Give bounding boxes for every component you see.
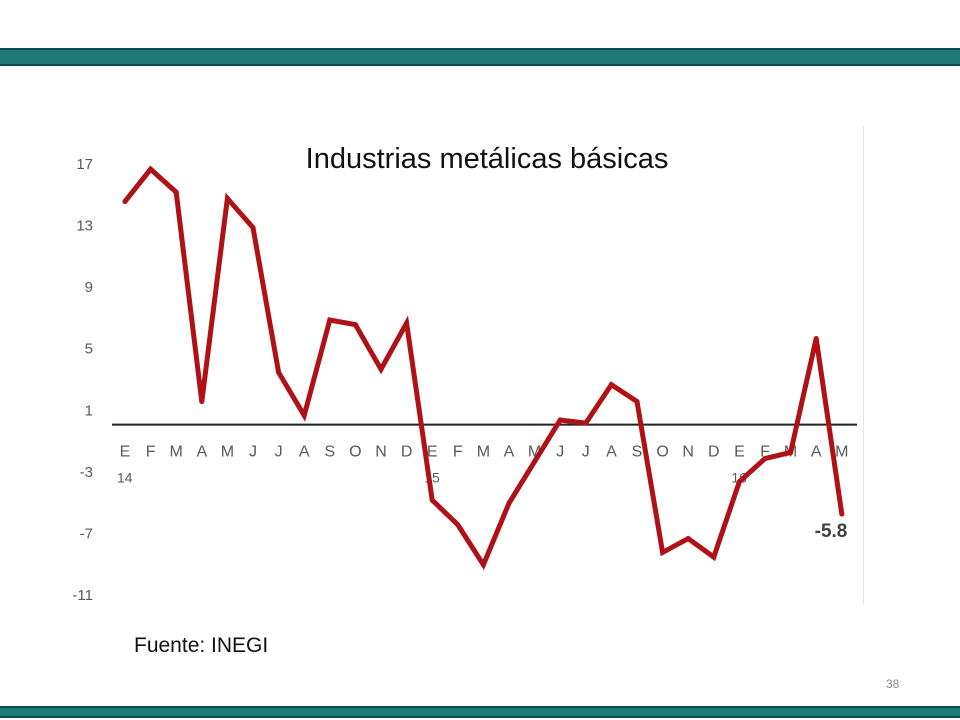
x-tick-label: S [632, 444, 643, 461]
data-points [122, 166, 845, 568]
y-tick-label: 5 [85, 341, 93, 358]
bottom-teal-band [0, 706, 960, 718]
data-point [634, 399, 640, 405]
x-tick-label: J [249, 444, 257, 461]
x-tick-label: J [582, 444, 590, 461]
x-tick-label: M [835, 444, 848, 461]
chart-frame-edge [863, 126, 864, 604]
data-point [839, 511, 845, 517]
top-teal-band [0, 48, 960, 66]
data-point [378, 366, 384, 372]
x-tick-label: J [556, 444, 564, 461]
y-tick-label: -7 [80, 525, 93, 542]
data-point [301, 412, 307, 418]
y-tick-label: 17 [76, 156, 93, 173]
data-point [404, 320, 410, 326]
x-tick-label: A [811, 444, 822, 461]
data-point [583, 420, 589, 426]
data-point [608, 382, 614, 388]
data-point [455, 522, 461, 528]
x-tick-label: J [275, 444, 283, 461]
x-tick-label: F [146, 444, 156, 461]
data-point [250, 225, 256, 231]
x-tick-label: M [170, 444, 183, 461]
y-tick-label: 1 [85, 402, 93, 419]
page-number: 38 [886, 677, 900, 691]
x-tick-label: M [477, 444, 490, 461]
data-point [480, 562, 486, 568]
x-tick-label: S [324, 444, 335, 461]
x-tick-label: M [221, 444, 234, 461]
y-tick-label: -11 [72, 587, 93, 604]
data-point [557, 417, 563, 423]
y-tick-label: 13 [76, 218, 93, 235]
y-tick-label: 9 [85, 279, 93, 296]
data-point [685, 536, 691, 542]
x-tick-label: N [375, 444, 387, 461]
x-tick-label: N [682, 444, 694, 461]
x-tick-label: A [196, 444, 207, 461]
x-tick-label: A [504, 444, 515, 461]
x-tick-label: F [453, 444, 463, 461]
data-point [532, 459, 538, 465]
data-point [506, 500, 512, 506]
data-point [148, 166, 154, 172]
data-point [173, 189, 179, 195]
y-tick-label: -3 [80, 464, 93, 481]
x-tick-label: D [708, 444, 720, 461]
data-point [660, 549, 666, 555]
year-label: 16 [731, 470, 747, 486]
x-axis-ticks: EFMAMJJASONDEFMAMJJASONDEFMAM [120, 444, 849, 461]
data-point [788, 449, 794, 455]
year-label: 14 [117, 470, 133, 486]
data-point [736, 479, 742, 485]
x-tick-label: O [349, 444, 361, 461]
data-point [762, 456, 768, 462]
x-tick-label: E [734, 444, 745, 461]
x-tick-label: D [401, 444, 413, 461]
x-tick-label: A [606, 444, 617, 461]
source-label: Fuente: INEGI [134, 634, 269, 657]
last-value-label: -5.8 [815, 521, 848, 542]
series-line [122, 165, 845, 571]
data-point [711, 554, 717, 560]
data-point [327, 317, 333, 323]
x-tick-label: O [656, 444, 668, 461]
y-axis-ticks: 17 13 9 5 1 -3 -7 -11 [72, 156, 93, 604]
x-tick-label: A [299, 444, 310, 461]
x-tick-label: E [427, 444, 438, 461]
data-point [429, 497, 435, 503]
data-point [122, 198, 128, 204]
data-point [224, 195, 230, 201]
x-tick-label: E [120, 444, 131, 461]
x-tick-label: F [760, 444, 770, 461]
data-point [276, 369, 282, 375]
data-point [199, 399, 205, 405]
data-point [352, 322, 358, 328]
data-point [813, 335, 819, 341]
chart-title: Industrias metálicas básicas [306, 143, 669, 175]
